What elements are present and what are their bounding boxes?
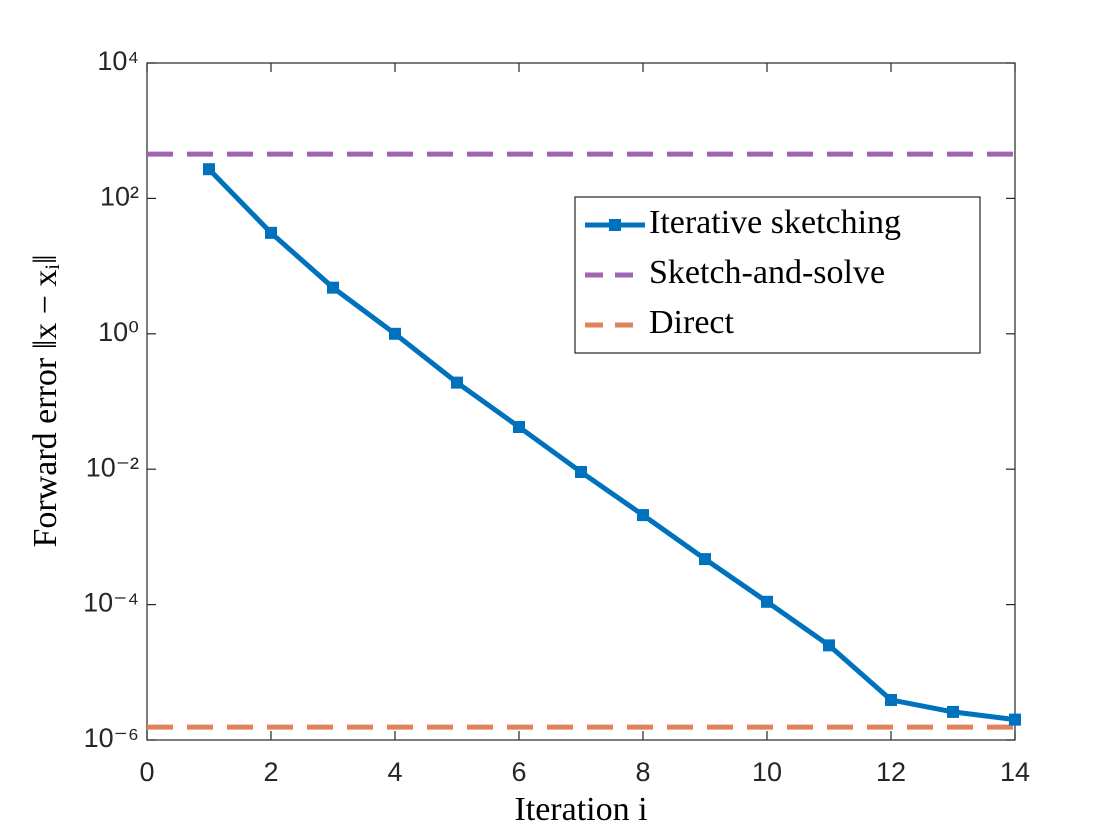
legend-marker	[609, 219, 621, 231]
legend-label: Sketch-and-solve	[649, 254, 885, 291]
series-line	[207, 167, 1016, 723]
y-tick-label: 10²	[100, 182, 139, 212]
legend-label: Iterative sketching	[649, 204, 901, 241]
x-tick-label: 2	[263, 757, 278, 787]
marker	[265, 226, 277, 239]
x-axis-label: Iteration i	[514, 791, 647, 828]
x-tick-label: 6	[511, 757, 526, 787]
marker	[1009, 713, 1021, 726]
marker	[885, 693, 897, 706]
y-tick-label: 10⁰	[98, 317, 139, 347]
marker	[637, 509, 649, 522]
x-tick-label: 10	[752, 757, 782, 787]
marker	[327, 281, 339, 294]
y-tick-label: 10⁻⁶	[84, 723, 139, 753]
marker	[451, 376, 463, 389]
x-tick-label: 0	[139, 757, 154, 787]
legend-label: Direct	[649, 304, 735, 341]
marker	[513, 421, 525, 434]
plot-area	[146, 62, 1016, 741]
marker	[699, 553, 711, 566]
y-tick-label: 10⁴	[97, 46, 139, 76]
marker	[761, 595, 773, 608]
x-tick-label: 8	[635, 757, 650, 787]
marker	[823, 639, 835, 652]
marker	[947, 705, 959, 718]
x-tick-label: 12	[876, 757, 906, 787]
marker	[575, 465, 587, 478]
marker	[389, 327, 401, 340]
y-axis-label: Forward error ‖x − xᵢ‖	[27, 254, 64, 547]
y-tick-label: 10⁻⁴	[83, 588, 139, 618]
x-tick-label: 14	[1000, 757, 1030, 787]
marker	[203, 163, 215, 176]
x-tick-label: 4	[387, 757, 402, 787]
y-tick-label: 10⁻²	[86, 452, 139, 482]
